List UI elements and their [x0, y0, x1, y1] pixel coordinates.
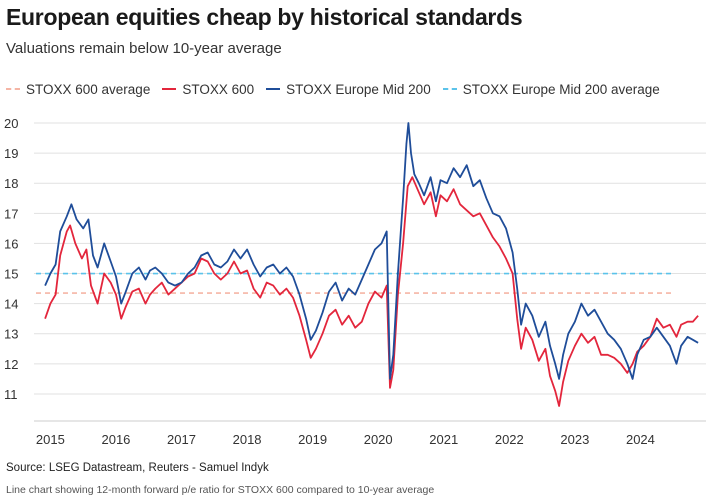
x-tick-label: 2019: [298, 432, 327, 447]
x-tick-label: 2024: [626, 432, 655, 447]
y-tick-label: 19: [4, 146, 18, 161]
series-lines: [44, 122, 699, 407]
legend-label: STOXX Europe Mid 200: [286, 81, 431, 97]
legend-item-stoxx600-average: STOXX 600 average: [6, 82, 150, 97]
legend-swatch: [162, 88, 177, 90]
y-tick-label: 20: [4, 116, 18, 131]
x-tick-label: 2022: [495, 432, 524, 447]
x-tick-label: 2018: [233, 432, 262, 447]
series-line: [44, 176, 699, 407]
y-tick-label: 18: [4, 176, 18, 191]
legend-item-stoxx600: STOXX 600: [162, 82, 254, 97]
legend-label: STOXX Europe Mid 200 average: [462, 81, 660, 97]
y-tick-label: 12: [4, 357, 18, 372]
x-tick-label: 2021: [429, 432, 458, 447]
y-tick-label: 11: [4, 387, 18, 402]
legend-swatch: [442, 88, 457, 90]
source-note: Source: LSEG Datastream, Reuters - Samue…: [6, 462, 269, 474]
x-tick-label: 2020: [364, 432, 393, 447]
y-tick-label: 17: [4, 206, 18, 221]
legend-item-mid200: STOXX Europe Mid 200: [266, 82, 431, 97]
x-tick-label: 2023: [560, 432, 589, 447]
chart-title: European equities cheap by historical st…: [6, 4, 523, 30]
x-tick-label: 2017: [167, 432, 196, 447]
chart-legend: STOXX 600 average STOXX 600 STOXX Europe…: [6, 80, 672, 98]
legend-label: STOXX 600 average: [26, 81, 151, 97]
series-line: [44, 122, 699, 380]
legend-swatch: [266, 88, 281, 90]
y-tick-label: 13: [4, 327, 18, 342]
y-tick-label: 15: [4, 267, 18, 282]
x-tick-label: 2015: [36, 432, 65, 447]
gridlines: [34, 122, 706, 395]
y-tick-label: 16: [4, 236, 18, 251]
x-tick-label: 2016: [101, 432, 130, 447]
legend-item-mid200-average: STOXX Europe Mid 200 average: [442, 81, 660, 97]
chart-description: Line chart showing 12-month forward p/e …: [6, 484, 435, 496]
legend-swatch: [6, 88, 20, 90]
chart-subtitle: Valuations remain below 10-year average: [6, 40, 282, 57]
legend-label: STOXX 600: [182, 81, 255, 97]
y-tick-label: 14: [4, 297, 18, 312]
